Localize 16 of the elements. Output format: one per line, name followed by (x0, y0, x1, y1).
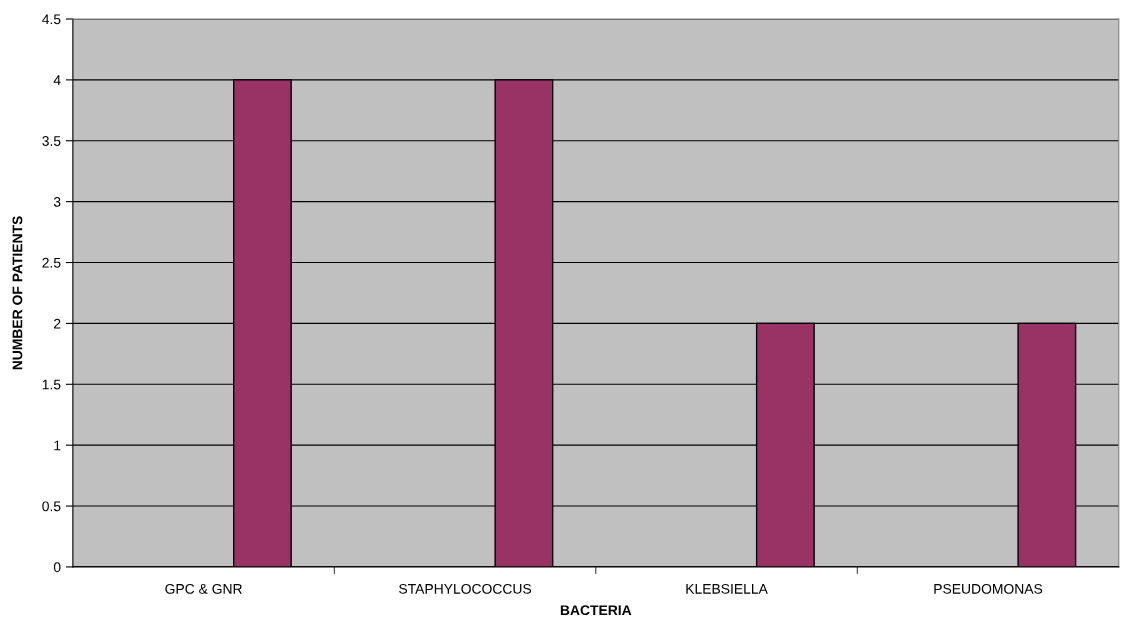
y-tick-label: 1.5 (42, 379, 61, 390)
y-tick-label: 0 (53, 562, 61, 573)
y-tick-label: 4.5 (42, 14, 61, 25)
x-tick-label: PSEUDOMONAS (934, 583, 1043, 594)
y-axis-title: NUMBER OF PATIENTS (12, 216, 23, 370)
y-tick-label: 4 (53, 75, 61, 85)
x-axis-title: BACTERIA (560, 605, 632, 616)
y-tick-label: 3.5 (42, 136, 61, 146)
y-tick-label: 1 (54, 440, 61, 451)
y-tick-label: 3 (53, 196, 61, 207)
x-tick-label: STAPHYLOCOCCUS (399, 583, 532, 594)
y-tick-label: 2 (54, 318, 61, 329)
y-tick-label: 0.5 (42, 501, 61, 512)
x-tick-label: KLEBSIELLA (686, 583, 768, 594)
x-tick-label: GPC & GNR (165, 583, 242, 594)
y-tick-label: 2.5 (42, 257, 61, 268)
